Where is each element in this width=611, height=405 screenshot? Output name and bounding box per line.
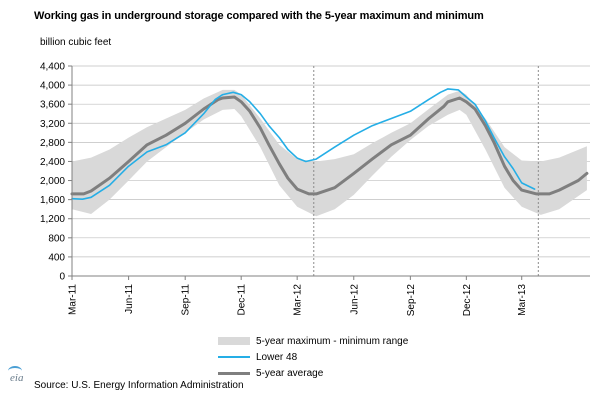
legend-swatch-average [218,371,250,375]
legend-item-lower48: Lower 48 [218,349,408,365]
y-tick-label-6: 2,400 [40,157,65,168]
x-tick-label-7: Dec-12 [462,284,473,317]
legend-label-lower48: Lower 48 [256,351,298,363]
y-tick-label-5: 2,000 [40,176,65,187]
y-tick-label-7: 2,800 [40,138,65,149]
x-tick-label-1: Jun-11 [124,284,135,314]
y-axis-unit-label: billion cubic feet [40,37,112,48]
x-tick-label-3: Dec-11 [237,284,248,316]
legend-swatch-range [218,337,250,345]
y-tick-label-1: 400 [48,252,65,263]
y-tick-label-0: 0 [59,272,65,283]
chart-title: Working gas in underground storage compa… [34,10,484,22]
eia-logo-icon: eia [8,366,23,384]
x-tick-label-0: Mar-11 [68,284,79,315]
y-tick-label-4: 1,600 [40,195,65,206]
x-tick-label-2: Sep-11 [181,284,192,316]
legend-label-average: 5-year average [256,367,324,379]
x-tick-label-6: Sep-12 [406,284,417,317]
series-lower48-line [71,88,536,200]
y-tick-label-2: 800 [48,233,65,244]
legend-item-range: 5-year maximum - minimum range [218,333,408,349]
source-note: Source: U.S. Energy Information Administ… [34,380,244,391]
x-tick-label-4: Mar-12 [293,284,304,316]
series-range-band [72,89,587,217]
series-5yr-average-line [70,95,589,196]
y-tick-label-9: 3,600 [40,100,65,111]
x-tick-label-5: Jun-12 [349,284,360,315]
y-tick-label-8: 3,200 [40,119,65,130]
legend-swatch-lower48 [218,356,250,358]
y-tick-label-11: 4,400 [40,62,65,73]
legend-item-average: 5-year average [218,365,408,381]
legend-label-range: 5-year maximum - minimum range [256,335,409,347]
y-tick-label-3: 1,200 [40,214,65,225]
y-tick-label-10: 4,000 [40,81,65,92]
x-tick-label-8: Mar-13 [517,284,528,316]
legend: 5-year maximum - minimum range Lower 48 … [218,333,408,381]
